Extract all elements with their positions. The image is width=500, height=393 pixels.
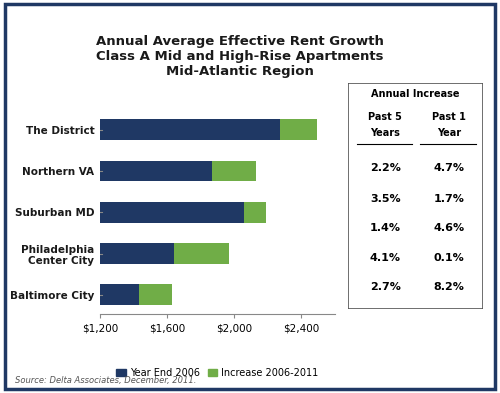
Text: 0.1%: 0.1% xyxy=(434,253,464,263)
Text: Past 5: Past 5 xyxy=(368,112,402,122)
Text: 1.4%: 1.4% xyxy=(370,223,401,233)
Text: 2.7%: 2.7% xyxy=(370,282,400,292)
Text: Past 1: Past 1 xyxy=(432,112,466,122)
Bar xyxy=(138,285,172,305)
Text: 3.5%: 3.5% xyxy=(370,194,400,204)
Bar xyxy=(100,243,174,264)
Text: 2.2%: 2.2% xyxy=(370,163,400,173)
Text: 4.7%: 4.7% xyxy=(433,163,464,173)
Bar xyxy=(100,202,244,222)
Text: 1.7%: 1.7% xyxy=(434,194,464,204)
Text: Annual Increase: Annual Increase xyxy=(371,89,459,99)
Bar xyxy=(244,202,266,222)
Bar xyxy=(100,161,212,181)
Text: 4.6%: 4.6% xyxy=(433,223,464,233)
Bar xyxy=(212,161,256,181)
Text: 4.1%: 4.1% xyxy=(370,253,401,263)
Bar xyxy=(100,119,280,140)
Text: Annual Average Effective Rent Growth
Class A Mid and High-Rise Apartments
Mid-At: Annual Average Effective Rent Growth Cla… xyxy=(96,35,384,78)
Text: Years: Years xyxy=(370,128,400,138)
Text: Source: Delta Associates, December, 2011.: Source: Delta Associates, December, 2011… xyxy=(15,376,196,385)
Text: 8.2%: 8.2% xyxy=(434,282,464,292)
Bar xyxy=(100,285,138,305)
Bar xyxy=(280,119,316,140)
FancyBboxPatch shape xyxy=(348,83,482,309)
Bar xyxy=(174,243,229,264)
Text: Year: Year xyxy=(436,128,461,138)
Legend: Year End 2006, Increase 2006-2011: Year End 2006, Increase 2006-2011 xyxy=(112,364,322,382)
